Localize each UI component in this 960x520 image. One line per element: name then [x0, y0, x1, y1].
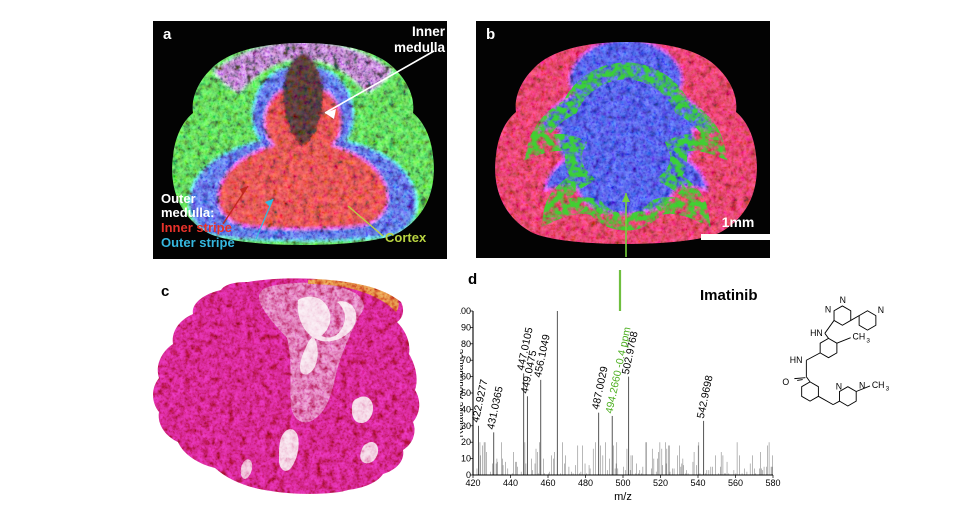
svg-text:420: 420 — [465, 478, 480, 488]
svg-text:3: 3 — [866, 337, 870, 344]
svg-text:b: b — [486, 26, 495, 43]
svg-text:20: 20 — [461, 437, 471, 447]
svg-text:520: 520 — [653, 478, 668, 488]
svg-text:N: N — [859, 381, 865, 391]
svg-text:500: 500 — [615, 478, 630, 488]
svg-text:90: 90 — [461, 322, 471, 332]
svg-text:Outer: Outer — [161, 191, 196, 206]
svg-text:Inner: Inner — [412, 24, 446, 39]
svg-text:Inner stripe: Inner stripe — [161, 220, 232, 235]
svg-text:d: d — [468, 271, 477, 288]
svg-text:480: 480 — [578, 478, 593, 488]
svg-text:N: N — [825, 305, 831, 315]
svg-text:m/z: m/z — [614, 491, 632, 503]
svg-text:Relative Abundance: Relative Abundance — [460, 348, 466, 437]
svg-text:1mm: 1mm — [722, 214, 755, 230]
svg-text:440: 440 — [503, 478, 518, 488]
svg-text:c: c — [161, 283, 169, 300]
svg-text:100: 100 — [460, 306, 471, 316]
svg-text:medulla:: medulla: — [161, 205, 214, 220]
svg-text:10: 10 — [461, 454, 471, 464]
svg-text:N: N — [836, 382, 842, 392]
svg-text:HN: HN — [810, 328, 823, 338]
svg-text:560: 560 — [728, 478, 743, 488]
svg-text:3: 3 — [886, 386, 890, 393]
svg-text:80: 80 — [461, 339, 471, 349]
svg-text:542.9698: 542.9698 — [695, 374, 716, 419]
svg-text:Imatinib: Imatinib — [700, 287, 758, 304]
svg-text:N: N — [840, 295, 846, 305]
svg-text:N: N — [878, 305, 884, 315]
svg-text:medulla: medulla — [394, 40, 446, 55]
svg-text:540: 540 — [690, 478, 705, 488]
svg-text:a: a — [163, 26, 172, 43]
svg-text:Cortex: Cortex — [385, 230, 427, 245]
svg-text:CH: CH — [872, 380, 885, 390]
svg-text:HN: HN — [790, 355, 803, 365]
svg-text:CH: CH — [853, 332, 866, 342]
svg-text:460: 460 — [540, 478, 555, 488]
svg-text:Outer stripe: Outer stripe — [161, 235, 235, 250]
svg-text:580: 580 — [765, 478, 780, 488]
svg-text:O: O — [782, 377, 789, 387]
